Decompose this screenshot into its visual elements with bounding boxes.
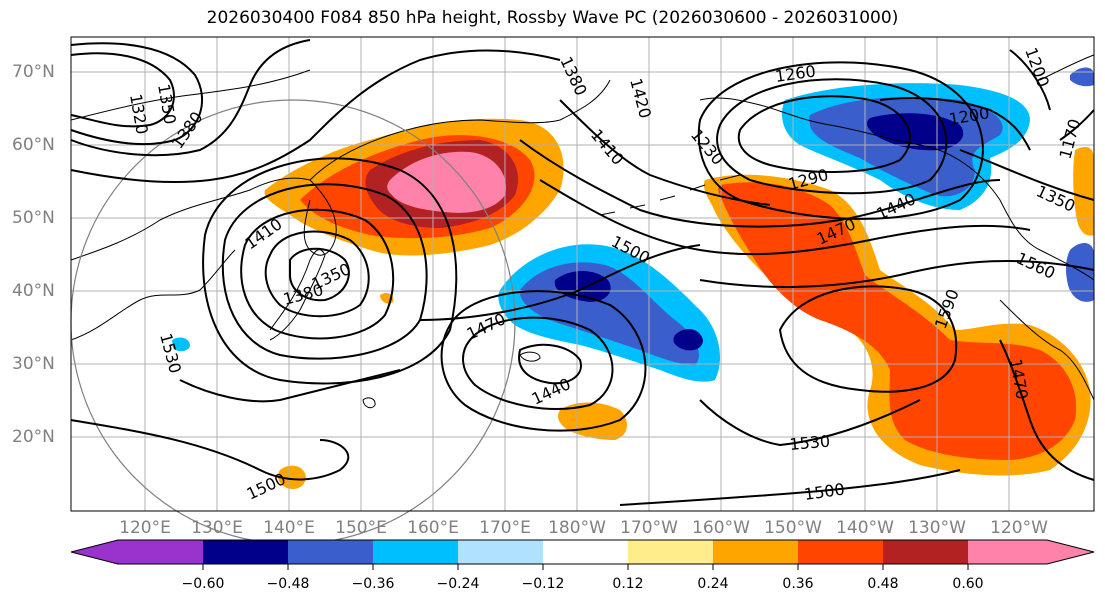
map-title: 2026030400 F084 850 hPa height, Rossby W… (206, 8, 899, 28)
colorbar-tick-label: −0.36 (351, 576, 395, 592)
colorbar-tick-label: 0.60 (952, 576, 984, 592)
negative-anomaly-small (172, 337, 190, 352)
colorbar-tick-label: −0.12 (521, 576, 565, 592)
coastline-alaska (699, 97, 1095, 281)
contour-alaska-low-2 (716, 78, 948, 195)
colorbar-outline (70, 539, 1095, 565)
lat-label-20n: 20°N (12, 427, 55, 447)
colorbar (70, 539, 1095, 570)
shading-layer (172, 67, 1094, 490)
map-frame (70, 36, 1095, 512)
colorbar-segment-4 (373, 540, 458, 564)
contour-1380-nw (70, 39, 311, 157)
contour-low-japan-2 (264, 230, 370, 318)
colorbar-segment-6 (543, 540, 628, 564)
contour-1500-south (70, 419, 350, 481)
lon-label-160w: 160°W (692, 518, 750, 538)
colorbar-segment-2 (203, 540, 288, 564)
coastline-japan (269, 249, 326, 341)
lon-label-130e: 130°E (191, 518, 243, 538)
lon-label-120e: 120°E (119, 518, 171, 538)
contour-alaska-low-1 (737, 95, 911, 173)
contour-alaska-low-3 (697, 61, 984, 220)
colorbar-segment-5 (458, 540, 543, 564)
contour-1350-ak (959, 149, 1095, 201)
colorbar-ticks (202, 564, 969, 570)
contour-1170-ak (1059, 109, 1095, 141)
lon-label-170w: 170°W (620, 518, 678, 538)
colorbar-tick-label: −0.60 (181, 576, 225, 592)
lon-label-160e: 160°E (407, 518, 459, 538)
contour-1470-ak (539, 179, 1031, 256)
colorbar-segment-11 (968, 540, 1047, 564)
height-contours (70, 39, 1095, 506)
negative-anomaly-east (1065, 243, 1094, 302)
contour-1410-west (70, 49, 561, 183)
colorbar-min-extension (71, 540, 118, 564)
positive-anomaly-south (277, 465, 306, 490)
colorbar-max-extension (1047, 540, 1094, 564)
lon-label-120w: 120°W (990, 518, 1048, 538)
contour-1530-mid (699, 399, 921, 447)
lon-label-150w: 150°W (764, 518, 822, 538)
colorbar-tick-label: −0.24 (436, 576, 480, 592)
coastline-islands (362, 351, 541, 409)
lon-label-150e: 150°E (335, 518, 387, 538)
colorbar-tick-label: 0.48 (867, 576, 899, 592)
colorbar-segment-7 (628, 540, 713, 564)
lon-label-140w: 140°W (836, 518, 894, 538)
colorbar-segment-1 (118, 540, 203, 564)
contour-1470-mid (179, 369, 401, 403)
lat-label-60n: 60°N (12, 135, 55, 155)
contour-1470-far-east (999, 339, 1095, 481)
lat-label-40n: 40°N (12, 281, 55, 301)
colorbar-tick-label: 0.36 (782, 576, 814, 592)
coastline-asia (70, 69, 611, 341)
contour-1590-ne (778, 285, 958, 393)
contour-central-low-1 (518, 343, 582, 385)
lon-label-180w: 180°W (548, 518, 606, 538)
colorbar-segment-9 (798, 540, 883, 564)
positive-anomaly-east-edge (1073, 147, 1094, 236)
colorbar-tick-label: 0.24 (697, 576, 729, 592)
lon-label-140e: 140°E (263, 518, 315, 538)
positive-anomaly-ne-pacific-strong (718, 182, 1077, 460)
negative-anomaly-central-pacific-4 (673, 328, 703, 351)
contour-1200-ak (879, 97, 1031, 151)
colorbar-tick-label: 0.12 (612, 576, 644, 592)
contour-central-low-3 (440, 290, 647, 432)
lon-label-130w: 130°W (908, 518, 966, 538)
contour-1500-mid (419, 244, 701, 321)
contour-1320-ne (1009, 49, 1051, 111)
coastline-north-america (999, 54, 1095, 401)
coastlines (70, 54, 1095, 409)
contour-central-low-2 (462, 316, 614, 410)
lon-label-170e: 170°E (479, 518, 531, 538)
colorbar-segment-10 (883, 540, 968, 564)
negative-anomaly-alaska-3 (867, 113, 964, 151)
contour-1410-ak (559, 99, 771, 206)
coastline-kamchatka (303, 179, 337, 256)
contour-1560-ne (699, 259, 1095, 288)
contour-1500-se (619, 469, 961, 506)
contour-1350-nw (70, 42, 204, 146)
colorbar-segment-8 (713, 540, 798, 564)
lat-label-30n: 30°N (12, 354, 55, 374)
contour-label-1530-se: 1530 (789, 432, 831, 454)
coastline-aleutians (599, 174, 741, 216)
lat-label-70n: 70°N (12, 62, 55, 82)
contour-1320-nw (70, 52, 175, 128)
lat-label-50n: 50°N (12, 208, 55, 228)
contour-low-japan-5 (202, 157, 458, 385)
colorbar-segment-3 (288, 540, 373, 564)
contour-low-japan-3 (240, 208, 395, 340)
colorbar-tick-label: −0.48 (266, 576, 310, 592)
contour-low-japan-1 (289, 247, 350, 302)
contour-1440-ak (519, 139, 1001, 228)
